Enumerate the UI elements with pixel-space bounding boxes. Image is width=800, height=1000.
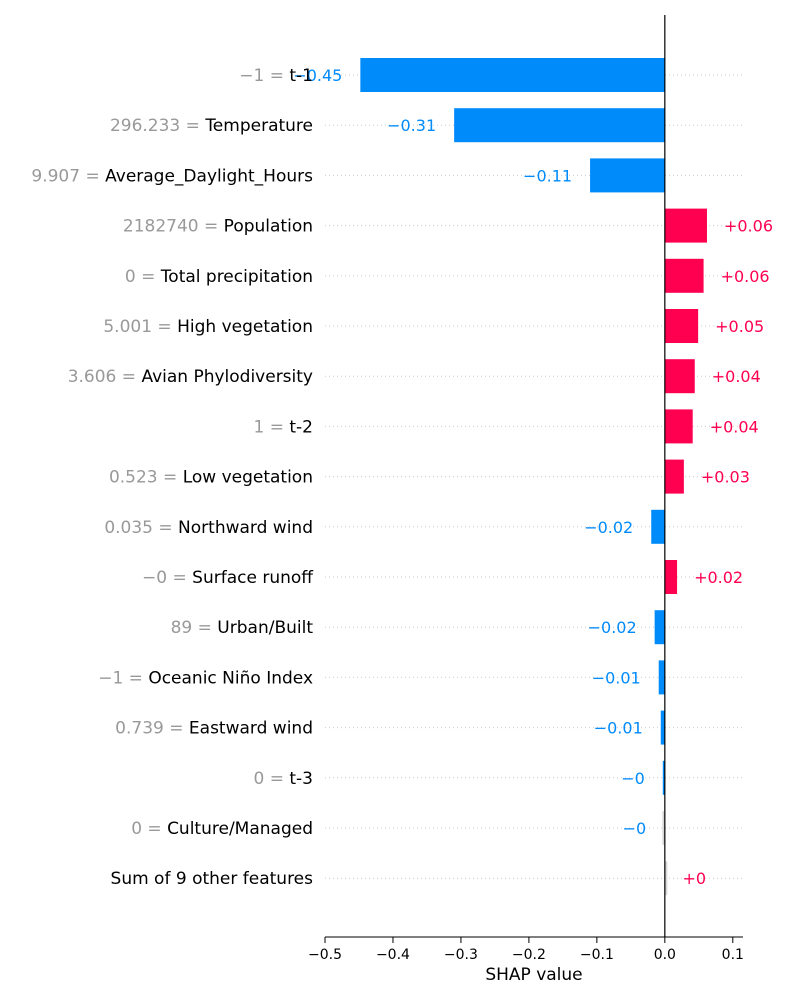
feature-label: 0 = Total precipitation [125,267,313,287]
feature-value: 0.523 = [109,468,183,488]
feature-value: −1 = [98,668,148,688]
bar-value-label: −0.45 [293,66,342,85]
feature-value: 0 = [125,267,161,287]
feature-label: 5.001 = High vegetation [103,317,313,337]
feature-label: −0 = Surface runoff [142,568,314,588]
x-tick-label: −0.2 [512,947,546,963]
bar-value-label: −0.11 [523,166,572,185]
bar [664,409,693,444]
feature-label: 0.739 = Eastward wind [115,719,313,739]
bar-value-label: +0.04 [712,367,761,386]
feature-label: 9.907 = Average_Daylight_Hours [31,166,313,186]
bar-value-label: +0.03 [701,468,750,487]
feature-label: 0 = t-3 [254,769,314,789]
feature-label: −1 = t-1 [239,66,313,86]
feature-label: 0 = Culture/Managed [131,819,313,839]
x-tick-label: −0.1 [580,947,614,963]
x-tick-label: 0.1 [722,947,744,963]
feature-name: t-1 [289,66,313,86]
feature-value: 0 = [254,769,290,789]
bar [454,108,665,143]
bar [664,208,707,243]
feature-name: Total precipitation [160,267,313,287]
bar [654,610,665,645]
x-tick-label: −0.5 [308,947,342,963]
bar [664,560,678,594]
bar [664,359,695,394]
feature-value: 5.001 = [103,317,177,337]
bar-value-label: +0.02 [694,568,743,587]
bar-value-label: +0 [683,869,707,888]
bar [664,309,699,343]
feature-value: −0 = [142,568,192,588]
feature-name: High vegetation [177,317,313,337]
bar [651,509,665,544]
x-tick-label: −0.4 [376,947,410,963]
feature-label: 1 = t-2 [254,417,314,437]
feature-name: t-3 [289,769,313,789]
feature-label: Sum of 9 other features [111,869,314,889]
x-axis-ticks: −0.5 −0.4 −0.3 −0.2 −0.1 0.0 0.1 [308,937,744,963]
bar-value-label: −0.31 [387,116,436,135]
feature-name: Oceanic Niño Index [148,668,313,688]
feature-value: 89 = [171,618,218,638]
feature-name: Eastward wind [189,719,313,739]
feature-name: Avian Phylodiversity [141,367,313,387]
bar-value-label: −0 [621,769,645,788]
bar-value-label: −0.02 [588,618,637,637]
x-tick-label: −0.3 [444,947,478,963]
bar-value-label: +0.04 [710,417,759,436]
feature-label: 89 = Urban/Built [171,618,314,638]
feature-value: 2182740 = [123,217,224,237]
bar-value-label: +0.06 [721,267,770,286]
feature-value: 296.233 = [110,116,205,136]
bar-value-label: +0.05 [715,317,764,336]
feature-name: t-2 [289,417,313,437]
bar-value-label: −0.01 [592,668,641,687]
x-axis-label: SHAP value [485,965,582,985]
feature-name: Population [224,217,313,237]
feature-label: 2182740 = Population [123,217,313,237]
bar [664,258,704,293]
feature-value: 0.035 = [104,518,178,538]
bar-value-label: −0.02 [584,518,633,537]
bar [660,710,665,745]
feature-label: 3.606 = Avian Phylodiversity [68,367,313,387]
feature-name: Culture/Managed [167,819,313,839]
bar [664,861,668,896]
feature-name: Temperature [204,116,313,136]
feature-value: −1 = [239,66,289,86]
feature-value: 0 = [131,819,167,839]
feature-name: Sum of 9 other features [111,869,314,889]
feature-value: 0.739 = [115,719,189,739]
feature-label: 296.233 = Temperature [110,116,313,136]
feature-name: Surface runoff [192,568,314,588]
feature-label: 0.523 = Low vegetation [109,468,313,488]
bar-value-label: −0.01 [594,719,643,738]
feature-value: 9.907 = [31,166,105,186]
feature-label: −1 = Oceanic Niño Index [98,668,313,688]
feature-name: Low vegetation [183,468,313,488]
x-tick-label: 0.0 [654,947,676,963]
bar [360,58,665,92]
feature-name: Average_Daylight_Hours [105,166,313,186]
bar [658,660,665,695]
feature-value: 3.606 = [68,367,142,387]
bar [590,158,665,193]
bar [664,459,684,494]
bar-value-label: +0.06 [724,217,773,236]
bar-value-label: −0 [623,819,647,838]
feature-value: 1 = [254,417,290,437]
feature-name: Urban/Built [217,618,313,638]
bar [662,760,665,795]
feature-label: 0.035 = Northward wind [104,518,313,538]
bars [360,58,707,896]
feature-name: Northward wind [178,518,313,538]
bar [662,811,665,845]
